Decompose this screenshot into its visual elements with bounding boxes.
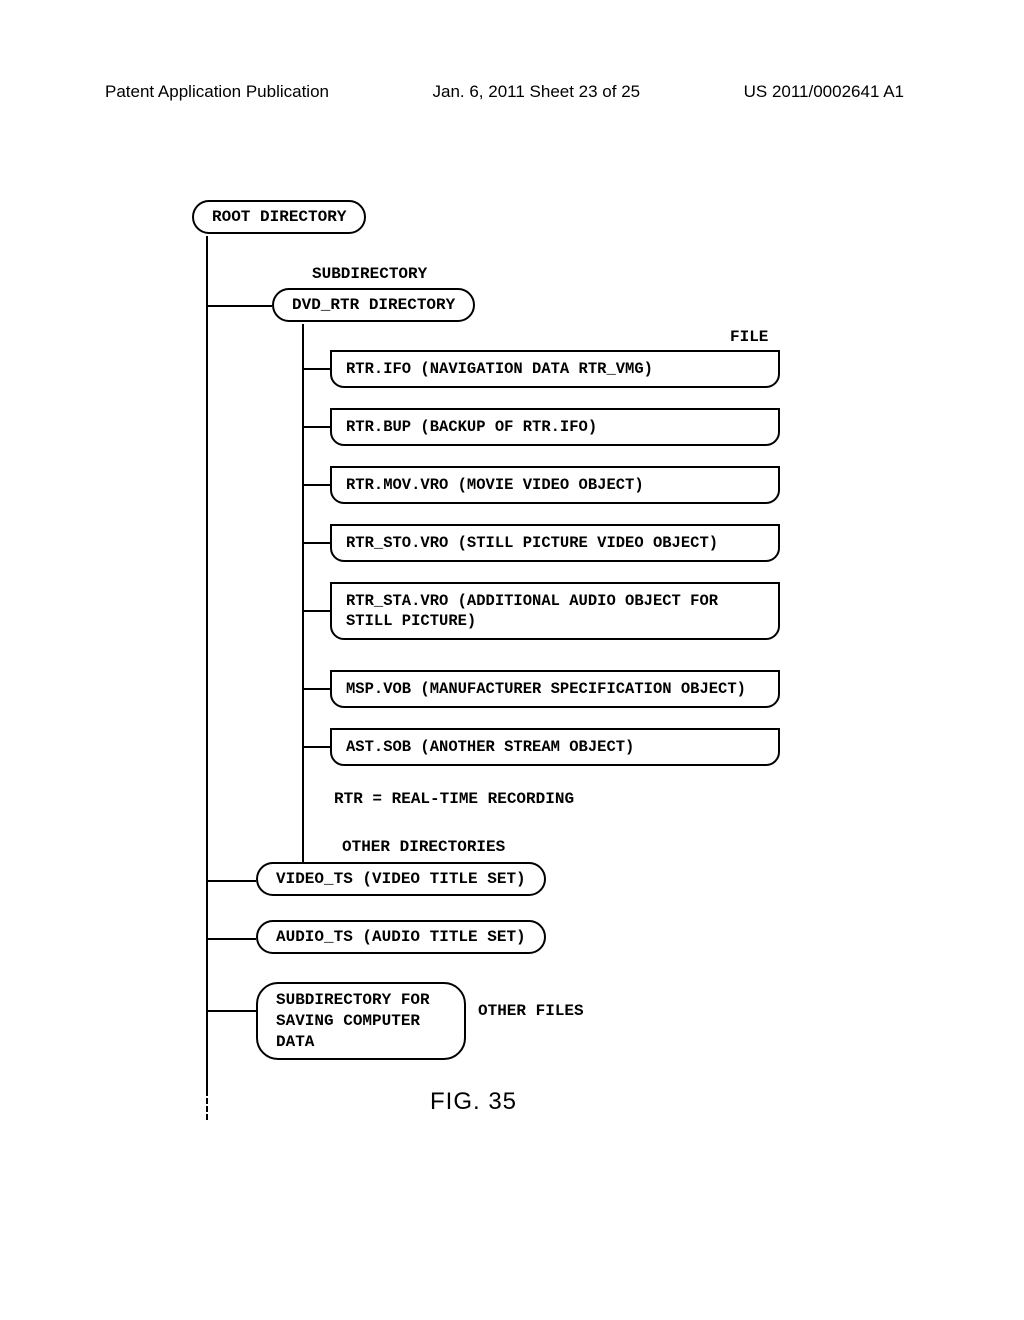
other-files-label: OTHER FILES (478, 1002, 584, 1020)
file-node: RTR_STA.VRO (ADDITIONAL AUDIO OBJECT FOR… (330, 582, 780, 640)
other-directories-heading: OTHER DIRECTORIES (342, 838, 505, 856)
tree-line (206, 880, 256, 882)
file-node: AST.SOB (ANOTHER STREAM OBJECT) (330, 728, 780, 766)
page-header: Patent Application Publication Jan. 6, 2… (0, 82, 1024, 102)
tree-line (206, 938, 256, 940)
tree-line (302, 746, 330, 748)
tree-line (206, 305, 272, 307)
tree-line (302, 610, 330, 612)
tree-line (206, 1090, 208, 1120)
file-heading: FILE (730, 328, 768, 346)
tree-line (206, 1010, 256, 1012)
tree-line (302, 368, 330, 370)
dvd-rtr-directory-node: DVD_RTR DIRECTORY (272, 288, 475, 322)
rtr-note: RTR = REAL-TIME RECORDING (334, 790, 574, 808)
video-ts-node: VIDEO_TS (VIDEO TITLE SET) (256, 862, 546, 896)
header-right: US 2011/0002641 A1 (744, 82, 904, 102)
tree-line (302, 484, 330, 486)
root-directory-node: ROOT DIRECTORY (192, 200, 366, 234)
tree-line (302, 324, 304, 864)
tree-line (302, 688, 330, 690)
file-node: RTR.MOV.VRO (MOVIE VIDEO OBJECT) (330, 466, 780, 504)
file-node: MSP.VOB (MANUFACTURER SPECIFICATION OBJE… (330, 670, 780, 708)
tree-line (302, 426, 330, 428)
tree-line (302, 542, 330, 544)
file-node: RTR_STO.VRO (STILL PICTURE VIDEO OBJECT) (330, 524, 780, 562)
subdirectory-heading: SUBDIRECTORY (312, 265, 427, 283)
file-node: RTR.BUP (BACKUP OF RTR.IFO) (330, 408, 780, 446)
computer-data-subdir-node: SUBDIRECTORY FOR SAVING COMPUTER DATA (256, 982, 466, 1060)
header-left: Patent Application Publication (105, 82, 329, 102)
header-center: Jan. 6, 2011 Sheet 23 of 25 (432, 82, 640, 102)
file-node: RTR.IFO (NAVIGATION DATA RTR_VMG) (330, 350, 780, 388)
figure-caption: FIG. 35 (430, 1088, 517, 1116)
tree-line (206, 236, 208, 1090)
audio-ts-node: AUDIO_TS (AUDIO TITLE SET) (256, 920, 546, 954)
